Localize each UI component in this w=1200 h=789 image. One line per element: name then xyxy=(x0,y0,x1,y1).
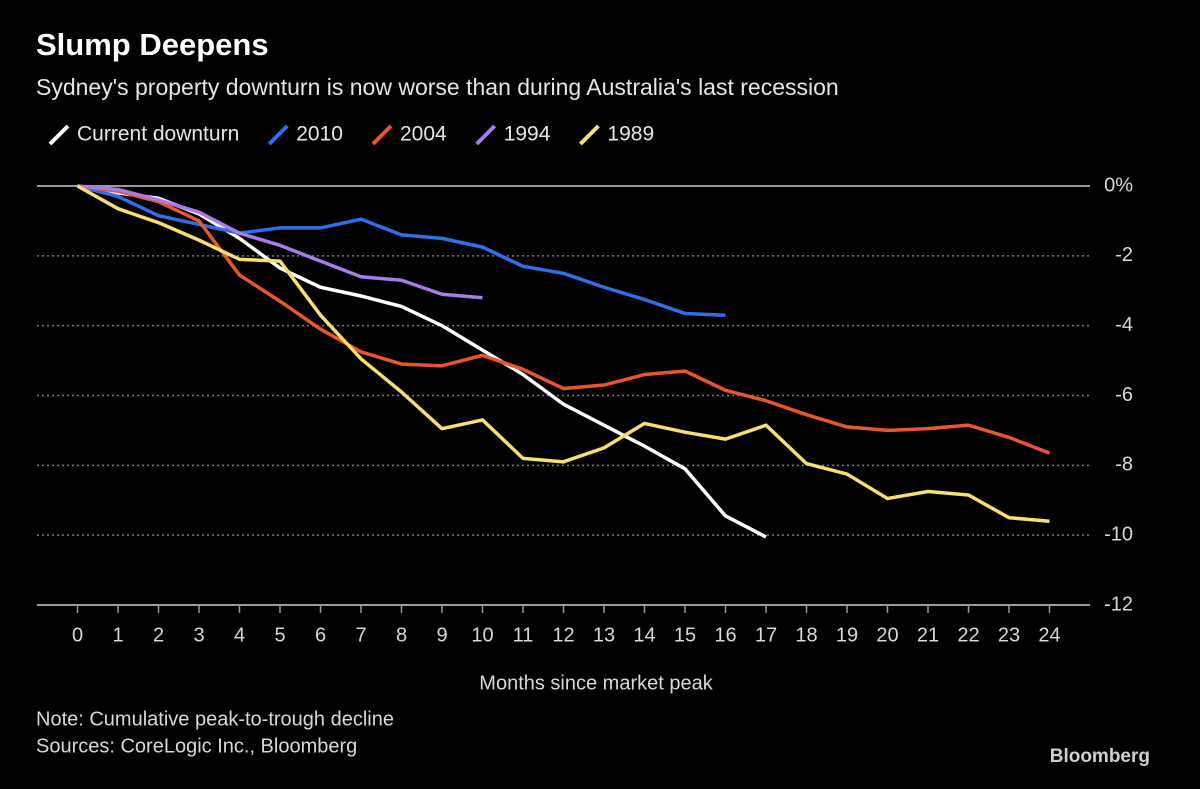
brand: Bloomberg xyxy=(1050,746,1150,767)
series-line xyxy=(77,184,726,317)
x-tick-label: 15 xyxy=(674,624,696,646)
y-tick-label: -2 xyxy=(1115,244,1133,266)
x-tick-label: 21 xyxy=(917,624,939,646)
legend-swatch xyxy=(475,124,497,146)
y-tick-label: 0% xyxy=(1104,174,1133,196)
source: Sources: CoreLogic Inc., Bloomberg xyxy=(36,735,357,757)
x-tick-label: 13 xyxy=(593,624,615,646)
x-tick-label: 23 xyxy=(998,624,1020,646)
note: Note: Cumulative peak-to-trough decline xyxy=(36,708,394,730)
x-tick-label: 18 xyxy=(795,624,817,646)
y-tick-label: -6 xyxy=(1115,384,1133,406)
x-tick-label: 7 xyxy=(355,624,366,646)
x-tick-label: 2 xyxy=(153,624,164,646)
x-tick-label: 3 xyxy=(193,624,204,646)
x-tick-label: 20 xyxy=(876,624,898,646)
legend-swatch xyxy=(48,124,70,146)
x-tick-label: 24 xyxy=(1038,624,1060,646)
x-tick-label: 10 xyxy=(471,624,493,646)
legend-swatch xyxy=(371,124,393,146)
legend-label: 2010 xyxy=(296,123,343,146)
series-line xyxy=(77,184,1051,455)
x-tick-label: 17 xyxy=(755,624,777,646)
series-line xyxy=(77,184,483,300)
chart-subtitle: Sydney's property downturn is now worse … xyxy=(36,74,839,100)
x-tick-label: 1 xyxy=(112,624,123,646)
x-axis-label: Months since market peak xyxy=(479,672,713,694)
legend-swatch xyxy=(578,124,600,146)
x-tick-label: 8 xyxy=(396,624,407,646)
x-tick-label: 0 xyxy=(72,624,83,646)
y-tick-label: -8 xyxy=(1115,454,1133,476)
legend-swatch xyxy=(267,124,289,146)
x-tick-label: 12 xyxy=(552,624,574,646)
y-tick-label: -4 xyxy=(1115,314,1133,336)
legend-label: Current downturn xyxy=(77,123,239,146)
y-tick-label: -12 xyxy=(1104,593,1133,615)
series-line xyxy=(76,184,1050,523)
x-tick-label: 5 xyxy=(274,624,285,646)
x-tick-label: 19 xyxy=(836,624,858,646)
x-tick-label: 6 xyxy=(315,624,326,646)
x-tick-label: 16 xyxy=(714,624,736,646)
x-tick-label: 14 xyxy=(633,624,655,646)
y-tick-label: -10 xyxy=(1104,523,1133,545)
legend-label: 2004 xyxy=(400,123,447,146)
legend-label: 1994 xyxy=(504,123,551,146)
x-tick-label: 11 xyxy=(513,624,534,646)
x-tick-label: 4 xyxy=(234,624,245,646)
chart-title: Slump Deepens xyxy=(36,27,269,62)
legend-label: 1989 xyxy=(607,123,654,146)
x-tick-label: 22 xyxy=(957,624,979,646)
x-tick-label: 9 xyxy=(436,624,447,646)
